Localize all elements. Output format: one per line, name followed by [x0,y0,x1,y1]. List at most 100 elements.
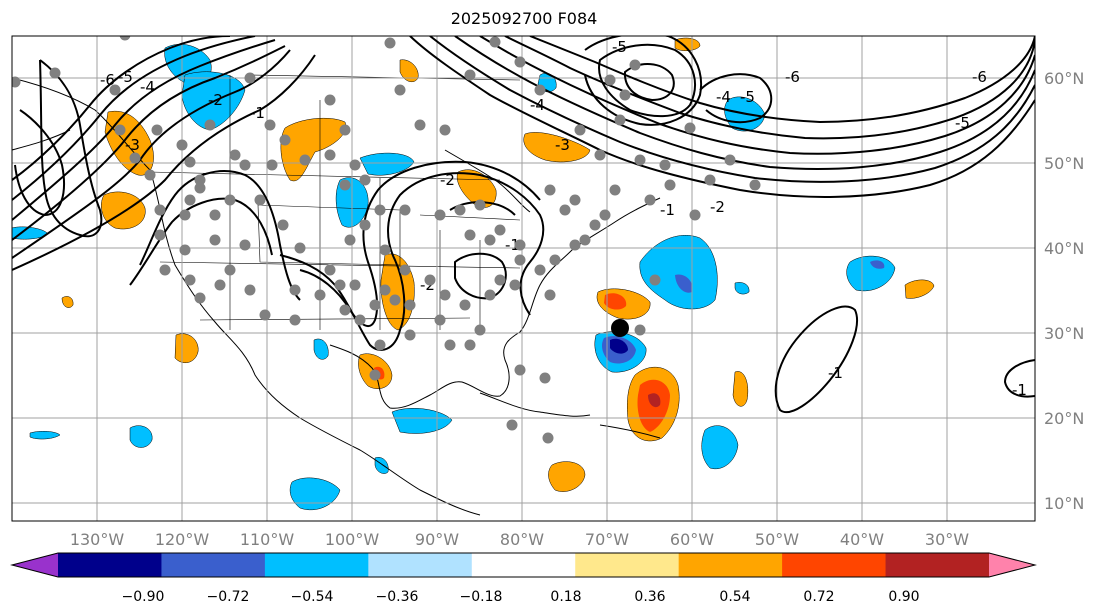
contour-label: -5 [118,68,133,86]
observation-dot [176,139,188,151]
lon-label: 90°W [415,530,459,549]
negative-anomaly-patch [701,425,739,470]
observation-dot [289,314,301,326]
observation-dot [209,209,221,221]
colorbar-extend-max [989,553,1035,577]
contour-label: -5 [612,38,627,56]
contour-label: -4 [530,96,545,114]
observation-dot [629,59,641,71]
contour-label: -1 [1012,381,1027,399]
lat-label: 40°N [1044,239,1084,258]
lat-label: 60°N [1044,69,1084,88]
observation-dot [444,339,456,351]
observation-dot [299,154,311,166]
observation-dot [609,184,621,196]
colorbar-tick-labels: −0.90 −0.72 −0.54 −0.36 −0.18 0.18 0.36 … [122,589,920,605]
contour-label: -1 [505,236,520,254]
positive-core [604,293,627,310]
observation-dot [294,242,306,254]
colorbar-segment [161,553,266,577]
positive-core [648,393,661,408]
contour-label: -4 [140,78,155,96]
observation-dot [324,149,336,161]
colorbar-tick-label: 0.36 [634,589,665,605]
negative-anomaly-core [610,338,628,354]
observation-dot [404,299,416,311]
observation-dot [374,204,386,216]
observation-dot [569,239,581,251]
observation-dot [374,339,386,351]
observation-dot [494,224,506,236]
negative-anomaly-patch [639,235,718,310]
observation-dot [244,284,256,296]
observation-dot [484,234,496,246]
observation-dot [534,84,546,96]
observation-dot [119,36,131,41]
observation-dot [349,159,361,171]
observation-dot [179,209,191,221]
colorbar-segment [471,553,576,577]
observation-dot [539,372,551,384]
observation-dot [204,119,216,131]
observation-dot [589,219,601,231]
observation-dot [489,36,501,48]
observation-dot [464,229,476,241]
observation-dot [542,432,554,444]
observation-dot [399,264,411,276]
observation-dot [544,289,556,301]
negative-anomaly-patch [359,152,415,176]
observation-dot [369,299,381,311]
observation-dot [434,314,446,326]
observation-dot [214,279,226,291]
lon-label: 100°W [325,530,380,549]
observation-dot [339,124,351,136]
observation-dot [619,89,631,101]
observation-dot [12,76,21,88]
colorbar-segment [58,553,162,577]
lat-label: 10°N [1044,494,1084,513]
contour-label: -5 [955,114,970,132]
observation-dot [324,264,336,276]
colorbar-segment [575,553,680,577]
colorbar-tick-label: 0.54 [719,589,750,605]
lon-label: 80°W [500,530,544,549]
plot-title: 2025092700 F084 [450,9,598,28]
negative-anomaly-patch [675,274,693,293]
colorbar-tick-label: −0.36 [376,589,419,605]
observation-dot [194,292,206,304]
contour-label: -6 [785,68,800,86]
contour-label: -5 [740,88,755,106]
observation-dot [279,134,291,146]
contour-lines [12,36,1035,413]
observation-dot [254,194,266,206]
observation-dot [464,69,476,81]
observation-dot [184,156,196,168]
observation-dot [634,324,646,336]
colorbar-tick-label: 0.72 [803,589,834,605]
observation-dot [689,209,701,221]
observation-dot [339,179,351,191]
observation-dot [344,234,356,246]
observation-dot [266,159,278,171]
observation-dot [184,194,196,206]
contour-label: -6 [100,71,115,89]
colorbar-segment [368,553,473,577]
positive-anomaly-patch [523,132,591,163]
colorbar-extend-min [12,553,58,577]
colorbar-tick-label: 0.90 [888,589,919,605]
lon-label: 130°W [70,530,125,549]
observation-dot [439,289,451,301]
colorbar-tick-label: −0.18 [460,589,503,605]
observation-dot [354,314,366,326]
observation-dot [459,299,471,311]
observation-dot [439,124,451,136]
observation-dot [749,179,761,191]
observation-dot [549,254,561,266]
contour-label: -2 [208,91,223,109]
lon-label: 50°W [755,530,799,549]
positive-anomaly-patch [174,333,199,364]
observation-dot [594,149,606,161]
observation-dot [424,274,436,286]
observation-dot [704,174,716,186]
latitude-labels: 60°N 50°N 40°N 30°N 20°N 10°N [1044,69,1084,513]
